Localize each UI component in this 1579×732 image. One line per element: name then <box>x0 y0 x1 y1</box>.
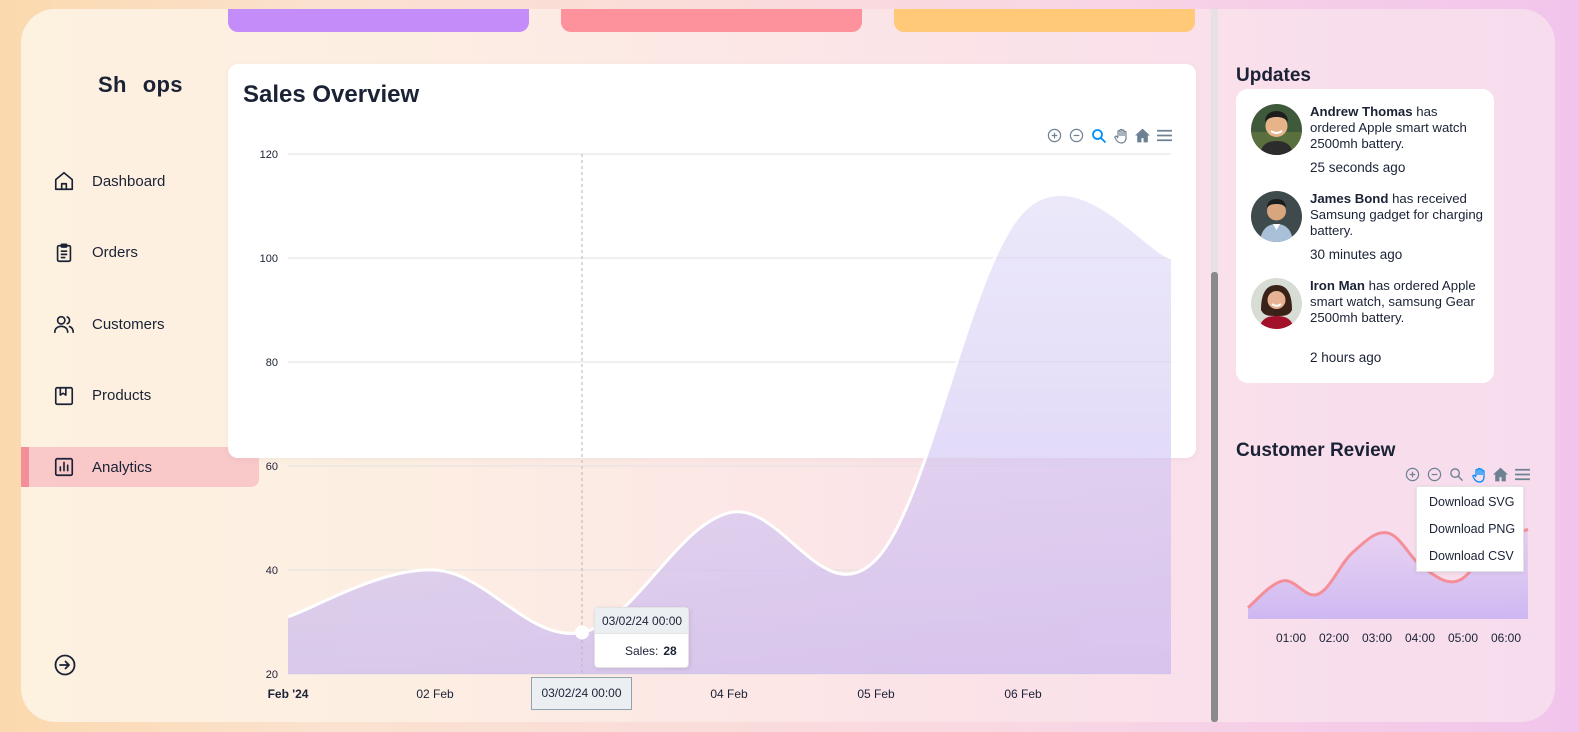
bookmark-box-icon <box>53 385 75 407</box>
download-svg-item[interactable]: Download SVG <box>1429 495 1515 509</box>
sales-area <box>288 194 1171 675</box>
download-png-item[interactable]: Download PNG <box>1429 522 1516 536</box>
tooltip-body: Sales: 28 <box>625 644 677 658</box>
home-icon <box>53 170 75 192</box>
stat-card-purple[interactable] <box>228 9 529 32</box>
data-point-marker <box>575 625 589 640</box>
x-tick-label: 06 Feb <box>1004 687 1042 701</box>
update-time: 2 hours ago <box>1310 350 1382 365</box>
update-time: 25 seconds ago <box>1310 160 1406 175</box>
sidebar-item-label: Customers <box>92 315 165 333</box>
magnify-icon[interactable] <box>1090 127 1107 144</box>
magnify-icon[interactable] <box>1448 466 1465 483</box>
x-tick-label: 05 Feb <box>857 687 895 701</box>
x-axis-tooltip: 03/02/24 00:00 <box>531 677 632 710</box>
menu-icon[interactable] <box>1156 127 1173 144</box>
review-x-axis: 01:00 02:00 03:00 04:00 05:00 06:00 <box>1276 631 1521 645</box>
x-tick-label: 02 Feb <box>416 687 454 701</box>
sidebar-item-label: Dashboard <box>92 172 166 190</box>
review-x-tick-label: 05:00 <box>1448 631 1478 645</box>
review-x-tick-label: 01:00 <box>1276 631 1306 645</box>
update-time: 30 minutes ago <box>1310 247 1403 262</box>
users-icon <box>53 313 75 335</box>
x-tick-label: 04 Feb <box>710 687 748 701</box>
scrollbar-thumb[interactable] <box>1211 272 1218 722</box>
chart-tooltip: 03/02/24 00:00 Sales: 28 <box>594 607 689 668</box>
pan-hand-icon[interactable] <box>1112 127 1129 144</box>
x-tick-label: Feb '24 <box>268 687 309 701</box>
review-x-tick-label: 02:00 <box>1319 631 1349 645</box>
y-tick-label: 40 <box>266 565 278 577</box>
zoom-in-icon[interactable] <box>1404 466 1421 483</box>
y-axis: 20 40 60 80 100 120 <box>260 149 278 681</box>
sidebar-item-label: Products <box>92 387 152 404</box>
export-menu: Download SVG Download PNG Download CSV <box>1416 486 1524 572</box>
bar-chart-icon <box>53 456 75 478</box>
review-x-tick-label: 03:00 <box>1362 631 1392 645</box>
home-reset-icon[interactable] <box>1134 127 1151 144</box>
pan-hand-icon[interactable] <box>1470 466 1487 483</box>
sidebar-item-analytics[interactable]: Analytics <box>21 447 259 487</box>
home-reset-icon[interactable] <box>1492 466 1509 483</box>
avatar <box>1251 104 1302 155</box>
logout-icon[interactable] <box>53 653 77 677</box>
x-axis: Feb '24 02 Feb 04 Feb 05 Feb 06 Feb <box>268 687 1042 701</box>
zoom-in-icon[interactable] <box>1046 127 1063 144</box>
sales-chart-toolbar <box>1046 127 1173 144</box>
y-tick-label: 120 <box>260 149 278 161</box>
sidebar-item-products[interactable]: Products <box>21 376 259 416</box>
sidebar-item-label: Analytics <box>92 458 153 476</box>
sales-line <box>287 192 1172 635</box>
app-frame: Sh ops Dashboard Orders Customers Product… <box>21 9 1555 722</box>
sales-series <box>287 154 1172 675</box>
stat-card-yellow[interactable] <box>894 9 1195 32</box>
card-title: Sales Overview <box>243 81 420 108</box>
download-csv-item[interactable]: Download CSV <box>1429 549 1514 563</box>
update-text: Andrew Thomas has ordered Apple smart wa… <box>1310 104 1467 151</box>
sidebar-item-customers[interactable]: Customers <box>21 304 259 344</box>
review-area <box>1248 529 1528 619</box>
y-tick-label: 20 <box>266 669 278 681</box>
updates-card: Andrew Thomas has ordered Apple smart wa… <box>1236 89 1494 383</box>
sales-chart: 20 40 60 80 100 120 Feb '24 02 Feb 04 Feb 05 Feb… <box>260 149 1529 701</box>
avatar <box>1251 191 1302 242</box>
app-logo: Sh ops <box>98 72 183 97</box>
sidebar-item-label: Orders <box>92 244 138 261</box>
review-chart-toolbar <box>1404 466 1531 483</box>
zoom-out-icon[interactable] <box>1068 127 1085 144</box>
zoom-out-icon[interactable] <box>1426 466 1443 483</box>
stat-card-red[interactable] <box>561 9 862 32</box>
y-tick-label: 100 <box>260 253 278 265</box>
sidebar-item-orders[interactable]: Orders <box>21 233 259 273</box>
review-x-tick-label: 06:00 <box>1491 631 1521 645</box>
avatar <box>1251 278 1302 329</box>
updates-title: Updates <box>1236 65 1311 86</box>
y-tick-label: 80 <box>266 357 278 369</box>
menu-icon[interactable] <box>1514 466 1531 483</box>
y-tick-label: 60 <box>266 461 278 473</box>
review-x-tick-label: 04:00 <box>1405 631 1435 645</box>
sidebar-nav: Dashboard Orders Customers Products Anal… <box>21 161 259 519</box>
update-text: Iron Man has ordered Apple smart watch, … <box>1310 278 1476 325</box>
clipboard-icon <box>53 242 75 264</box>
tooltip-header: 03/02/24 00:00 <box>595 608 688 634</box>
customer-review-title: Customer Review <box>1236 440 1396 461</box>
update-text: James Bond has received Samsung gadget f… <box>1310 191 1484 238</box>
sidebar-item-dashboard[interactable]: Dashboard <box>21 161 259 201</box>
